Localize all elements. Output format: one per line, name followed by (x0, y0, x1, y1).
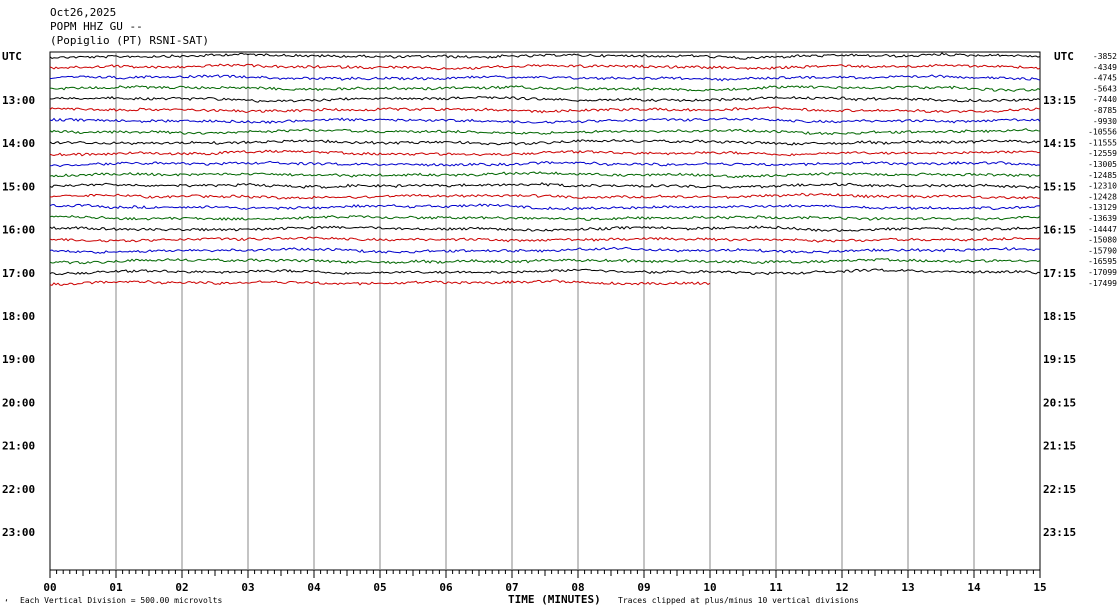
trace-offset-label: -12559 (1088, 149, 1117, 158)
trace-offset-label: -10556 (1088, 128, 1117, 137)
x-tick-label: 15 (1033, 581, 1046, 594)
logo-mark: ‘ (4, 598, 9, 607)
trace-offset-label: -3852 (1093, 52, 1117, 61)
left-hour-label: 17:00 (2, 267, 35, 280)
seismic-trace (49, 74, 1041, 82)
x-tick-label: 00 (43, 581, 56, 594)
plot-frame (49, 51, 1041, 571)
left-hour-label: 23:00 (2, 526, 35, 539)
seismic-trace (49, 236, 1041, 243)
scale-note: Each Vertical Division = 500.00 microvol… (20, 596, 222, 605)
trace-offset-label: -13005 (1088, 160, 1117, 169)
trace-offset-label: -5643 (1093, 84, 1117, 93)
right-utc-label: UTC (1054, 50, 1074, 63)
trace-offset-label: -9930 (1093, 117, 1117, 126)
seismic-trace (49, 160, 1041, 168)
seismic-trace (49, 52, 1041, 60)
trace-offset-label: -4349 (1093, 63, 1117, 72)
x-tick-label: 10 (703, 581, 716, 594)
right-hour-label: 21:15 (1043, 440, 1076, 453)
right-hour-label: 19:15 (1043, 353, 1076, 366)
left-hour-labels: 13:00 14:00 15:00 16:00 17:00 18:00 19:00 20:00… (2, 94, 35, 539)
trace-offset-label: -12310 (1088, 182, 1117, 191)
trace-offset-label: -7440 (1093, 95, 1117, 104)
seismic-trace (49, 203, 1041, 211)
trace-offset-label: -17099 (1088, 268, 1117, 277)
clip-note: Traces clipped at plus/minus 10 vertical… (618, 596, 859, 605)
right-hour-label: 22:15 (1043, 483, 1076, 496)
seismic-trace (49, 182, 1041, 189)
trace-offset-label: -17499 (1088, 279, 1117, 288)
x-tick-label: 11 (769, 581, 783, 594)
network-title: (Popiglio (PT) RSNI-SAT) (50, 34, 209, 47)
seismic-trace (49, 117, 1041, 124)
x-tick-label: 08 (571, 581, 584, 594)
x-tick-label: 09 (637, 581, 650, 594)
x-tick-label: 12 (835, 581, 848, 594)
right-hour-label: 23:15 (1043, 526, 1076, 539)
right-hour-labels: 13:15 14:15 15:15 16:15 17:15 18:15 19:15 20:15… (1043, 94, 1076, 539)
left-hour-label: 15:00 (2, 180, 35, 193)
seismic-trace (49, 128, 1041, 136)
x-tick-label: 05 (373, 581, 386, 594)
trace-offset-label: -15790 (1088, 246, 1117, 255)
seismic-trace (49, 225, 1041, 233)
right-hour-label: 18:15 (1043, 310, 1076, 323)
seismic-trace (49, 85, 1041, 92)
x-axis: 00 01 02 03 04 05 06 07 08 09 10 11 12 13 14 15 (43, 570, 1047, 594)
seismic-trace (49, 268, 1041, 276)
x-tick-label: 04 (307, 581, 321, 594)
seismic-traces (49, 52, 1041, 286)
seismic-trace (49, 258, 1041, 265)
x-tick-label: 14 (967, 581, 981, 594)
seismic-trace (49, 106, 1041, 114)
right-hour-label: 16:15 (1043, 224, 1076, 237)
trace-offset-labels: -3852 -4349 -4745-5643 -7440 -8785 -9930 -1055… (1088, 52, 1117, 288)
seismic-trace (49, 279, 711, 286)
left-hour-label: 16:00 (2, 224, 35, 237)
x-axis-title: TIME (MINUTES) (508, 593, 601, 606)
trace-offset-label: -4745 (1093, 74, 1117, 83)
seismic-trace (49, 138, 1041, 146)
minute-gridlines (115, 52, 975, 570)
left-hour-label: 20:00 (2, 396, 35, 409)
seismic-trace (49, 171, 1041, 179)
trace-offset-label: -16595 (1088, 257, 1117, 266)
left-hour-label: 19:00 (2, 353, 35, 366)
trace-offset-label: -13129 (1088, 203, 1117, 212)
trace-offset-label: -14447 (1088, 225, 1117, 234)
seismic-trace (49, 95, 1041, 103)
right-hour-label: 14:15 (1043, 137, 1076, 150)
seismic-trace (49, 214, 1041, 221)
left-hour-label: 14:00 (2, 137, 35, 150)
seismic-trace (49, 192, 1041, 200)
x-tick-label: 03 (241, 581, 254, 594)
date-title: Oct26,2025 (50, 6, 116, 19)
x-tick-label: 02 (175, 581, 188, 594)
x-tick-label: 13 (901, 581, 914, 594)
trace-offset-label: -13639 (1088, 214, 1117, 223)
seismic-trace (49, 63, 1041, 71)
right-hour-label: 20:15 (1043, 396, 1076, 409)
x-tick-label: 07 (505, 581, 518, 594)
left-hour-label: 21:00 (2, 440, 35, 453)
left-utc-label: UTC (2, 50, 22, 63)
left-hour-label: 22:00 (2, 483, 35, 496)
trace-offset-label: -15080 (1088, 236, 1117, 245)
left-hour-label: 18:00 (2, 310, 35, 323)
left-hour-label: 13:00 (2, 94, 35, 107)
x-tick-label: 01 (109, 581, 123, 594)
station-title: POPM HHZ GU -- (50, 20, 143, 33)
right-hour-label: 15:15 (1043, 180, 1076, 193)
seismic-trace (49, 246, 1041, 254)
trace-offset-label: -12485 (1088, 171, 1117, 180)
right-hour-label: 17:15 (1043, 267, 1076, 280)
trace-offset-label: -8785 (1093, 106, 1117, 115)
trace-offset-label: -12428 (1088, 192, 1117, 201)
x-tick-label: 06 (439, 581, 453, 594)
seismic-trace (49, 149, 1041, 157)
right-hour-label: 13:15 (1043, 94, 1076, 107)
trace-offset-label: -11555 (1088, 138, 1117, 147)
